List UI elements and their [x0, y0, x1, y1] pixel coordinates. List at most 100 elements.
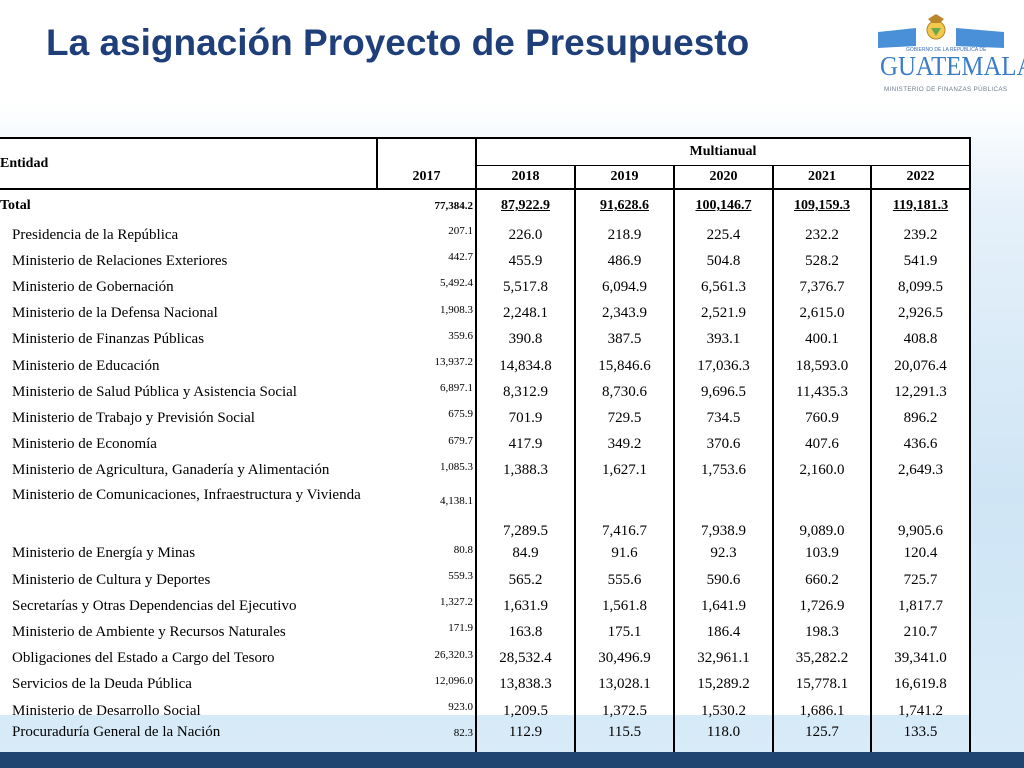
- value-cell: 725.7: [870, 567, 971, 594]
- value-cell: 5,517.8: [475, 274, 575, 301]
- value-cell: 12,291.3: [870, 379, 971, 406]
- value-2017: 442.7: [448, 251, 473, 264]
- year-header: 2017: [377, 165, 476, 190]
- budget-table: Entidad Multianual 2017 2018 2019 2020 2…: [0, 137, 971, 768]
- value-cell: 1,561.8: [574, 593, 674, 620]
- value-2017: 679.7: [448, 434, 473, 447]
- value-cell: 226.0: [475, 222, 575, 249]
- value-cell: 407.6: [772, 431, 871, 458]
- value-2017: 207.1: [448, 225, 473, 237]
- value-cell: 2,926.5: [870, 300, 971, 327]
- value-2017: 171.9: [448, 622, 473, 635]
- value-cell: 400.1: [772, 326, 871, 353]
- total-value: 119,181.3: [870, 189, 971, 222]
- table-row: Ministerio de Desarrollo Social 923.0 1,20…: [0, 698, 971, 725]
- multiyear-header: Multianual: [475, 137, 971, 166]
- total-label: Total: [0, 198, 31, 213]
- table-row: Ministerio de Relaciones Exteriores 442.7…: [0, 248, 971, 275]
- value-cell: 20,076.4: [870, 352, 971, 380]
- value-cell: 7,376.7: [772, 274, 871, 301]
- value-cell: 590.6: [673, 567, 773, 594]
- value-cell: 198.3: [772, 619, 871, 646]
- value-cell: 2,343.9: [574, 300, 674, 327]
- value-cell: 6,094.9: [574, 274, 674, 301]
- value-cell: 436.6: [870, 431, 971, 458]
- value-cell: 1,631.9: [475, 593, 575, 620]
- value-2017: 80.8: [453, 543, 473, 556]
- table-row: Ministerio de Finanzas Públicas 359.6 390.…: [0, 326, 971, 353]
- table-row: Ministerio de Agricultura, Ganadería y A…: [0, 457, 971, 484]
- table-row: Ministerio de Trabajo y Previsión Social…: [0, 405, 971, 432]
- value-cell: 896.2: [870, 405, 971, 432]
- value-cell: 541.9: [870, 248, 971, 275]
- value-cell: 2,649.3: [870, 457, 971, 484]
- budget-table-container: Entidad Multianual 2017 2018 2019 2020 2…: [0, 137, 971, 768]
- total-row: Total 77,384.2 87,922.9 91,628.6 100,146…: [0, 189, 971, 222]
- value-2017: 4,138.1: [440, 494, 473, 507]
- table-row: Ministerio de Educación 13,937.2 14,834.8 1…: [0, 352, 971, 380]
- value-cell: 210.7: [870, 619, 971, 646]
- total-value: 100,146.7: [673, 189, 773, 222]
- value-cell: 1,388.3: [475, 457, 575, 484]
- logo-bottom-text: MINISTERIO DE FINANZAS PÚBLICAS: [884, 86, 1008, 93]
- slide-title: La asignación Proyecto de Presupuesto: [46, 22, 750, 63]
- entity-name: Ministerio de Agricultura, Ganadería y A…: [12, 462, 330, 479]
- value-2017: 82.3: [453, 727, 473, 740]
- year-header: 2018: [475, 165, 575, 190]
- value-cell: 387.5: [574, 326, 674, 353]
- value-2017: 26,320.3: [434, 648, 474, 661]
- value-cell: 103.9: [772, 540, 871, 568]
- value-cell: 734.5: [673, 405, 773, 432]
- value-cell: 6,561.3: [673, 274, 773, 301]
- value-cell: 1,530.2: [673, 698, 773, 725]
- total-value: 109,159.3: [772, 189, 871, 222]
- value-2017: 6,897.1: [440, 382, 473, 395]
- value-cell: 7,289.5: [475, 483, 575, 541]
- table-row: Ministerio de Energía y Minas 80.8 84.9 91.…: [0, 540, 971, 568]
- year-header: 2022: [870, 165, 971, 190]
- value-cell: 660.2: [772, 567, 871, 594]
- coat-of-arms-icon: [878, 14, 1004, 48]
- value-cell: 2,248.1: [475, 300, 575, 327]
- value-cell: 1,372.5: [574, 698, 674, 725]
- entity-name: Ministerio de Ambiente y Recursos Natura…: [12, 624, 286, 641]
- table-row: Presidencia de la República 207.1 226.0 218…: [0, 222, 971, 249]
- value-cell: 1,641.9: [673, 593, 773, 620]
- entity-name: Procuraduría General de la Nación: [12, 724, 221, 741]
- guatemala-logo: GOBIERNO DE LA REPÚBLICA DE GUATEMALA MI…: [876, 14, 1024, 100]
- value-cell: 9,696.5: [673, 379, 773, 406]
- value-2017: 13,937.2: [434, 355, 474, 368]
- value-cell: 8,312.9: [475, 379, 575, 406]
- entity-name: Ministerio de la Defensa Nacional: [12, 305, 218, 322]
- value-cell: 1,627.1: [574, 457, 674, 484]
- entity-name: Ministerio de Educación: [12, 357, 160, 374]
- entity-name: Servicios de la Deuda Pública: [12, 676, 192, 693]
- table-row: Ministerio de Ambiente y Recursos Natura…: [0, 619, 971, 646]
- value-cell: 8,099.5: [870, 274, 971, 301]
- value-cell: 232.2: [772, 222, 871, 249]
- value-cell: 239.2: [870, 222, 971, 249]
- table-row: Obligaciones del Estado a Cargo del Teso…: [0, 645, 971, 672]
- value-cell: 555.6: [574, 567, 674, 594]
- entity-name: Ministerio de Cultura y Deportes: [12, 571, 211, 588]
- value-cell: 1,817.7: [870, 593, 971, 620]
- value-cell: 9,905.6: [870, 483, 971, 541]
- value-cell: 2,615.0: [772, 300, 871, 327]
- value-cell: 1,686.1: [772, 698, 871, 725]
- value-cell: 393.1: [673, 326, 773, 353]
- value-cell: 486.9: [574, 248, 674, 275]
- value-cell: 15,846.6: [574, 352, 674, 380]
- value-cell: 370.6: [673, 431, 773, 458]
- value-cell: 1,753.6: [673, 457, 773, 484]
- value-cell: 17,036.3: [673, 352, 773, 380]
- value-cell: 218.9: [574, 222, 674, 249]
- value-2017: 12,096.0: [434, 674, 474, 687]
- value-cell: 8,730.6: [574, 379, 674, 406]
- value-cell: 175.1: [574, 619, 674, 646]
- value-cell: 225.4: [673, 222, 773, 249]
- value-2017: 1,327.2: [440, 596, 473, 609]
- entity-name: Secretarías y Otras Dependencias del Eje…: [12, 597, 297, 614]
- table-row: Secretarías y Otras Dependencias del Eje…: [0, 593, 971, 620]
- value-cell: 18,593.0: [772, 352, 871, 380]
- value-cell: 701.9: [475, 405, 575, 432]
